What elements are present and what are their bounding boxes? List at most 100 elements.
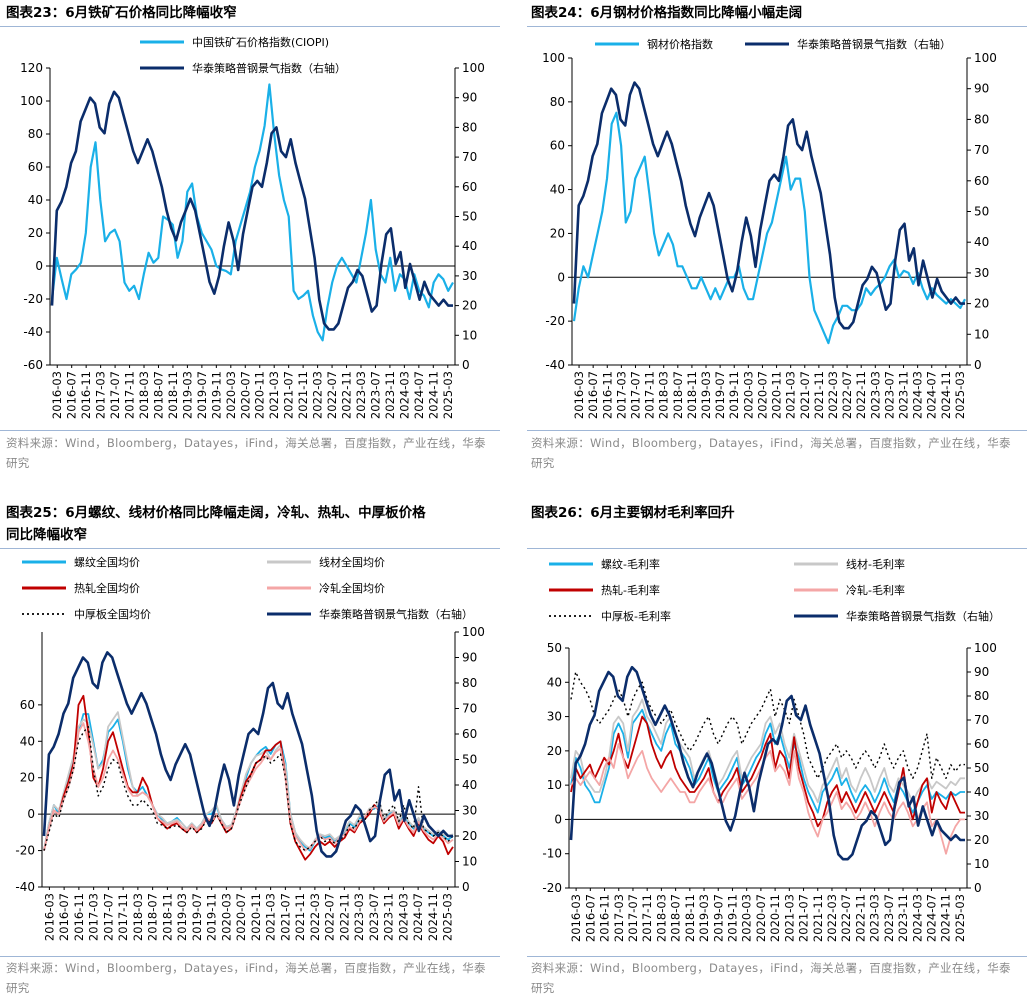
chart-panel-24: 图表24：6月钢材价格指数同比降幅小幅走阔 钢材价格指数 华泰策略普钢景气指数（右… (527, 0, 1027, 490)
x-tick-label: 2021-07 (282, 371, 296, 419)
legend-label: 中厚板全国均价 (74, 607, 151, 621)
x-tick-label: 2016-07 (586, 371, 600, 419)
y-tick-label-right: 0 (462, 358, 470, 372)
series-line (569, 665, 965, 861)
x-tick-label: 2021-03 (264, 893, 278, 941)
chart-panel-25: 图表25：6月螺纹、线材价格同比降幅走阔，冷轧、热轧、中厚板价格 同比降幅收窄 … (0, 502, 500, 999)
y-tick-label-right: 80 (462, 120, 477, 134)
x-tick-label: 2021-07 (278, 893, 292, 941)
y-tick-label-right: 0 (462, 880, 470, 894)
y-tick-label-left: -20 (542, 881, 562, 895)
x-tick-label: 2022-11 (337, 893, 351, 941)
x-tick-label: 2022-03 (825, 894, 839, 942)
x-tick-label: 2018-07 (669, 894, 683, 942)
chart-title: 图表23：6月铁矿石价格同比降幅收窄 (6, 5, 237, 21)
y-tick-label-left: 40 (550, 183, 565, 197)
series-line (42, 651, 453, 858)
legend: 钢材价格指数 华泰策略普钢景气指数（右轴） (595, 37, 951, 51)
y-tick-label-left: 80 (28, 127, 43, 141)
x-tick-label: 2019-07 (711, 894, 725, 942)
y-tick-label-right: 10 (974, 327, 989, 341)
series-line (43, 694, 454, 861)
x-tick-label: 2019-07 (190, 893, 204, 941)
legend-label: 钢材价格指数 (647, 37, 713, 51)
x-tick-label: 2022-03 (826, 371, 840, 419)
legend-label: 中厚板-毛利率 (601, 609, 671, 623)
x-tick-label: 2020-11 (253, 371, 267, 419)
y-tick-label-right: 50 (462, 753, 477, 767)
title-divider (527, 26, 1027, 27)
legend-item: 华泰策略普钢景气指数（右轴） (745, 37, 951, 51)
y-tick-label-right: 50 (974, 205, 989, 219)
y-tick-label-right: 40 (974, 235, 989, 249)
y-tick-label-right: 20 (974, 297, 989, 311)
legend-item: 热轧-毛利率 (549, 583, 660, 597)
y-tick-label-left: 0 (557, 270, 565, 284)
x-tick-label: 2017-11 (123, 371, 137, 419)
x-tick-label: 2025-03 (953, 894, 967, 942)
y-tick-label-right: 60 (462, 180, 477, 194)
legend-item: 华泰策略普钢景气指数（右轴） (794, 609, 1000, 623)
x-tick-label: 2018-03 (131, 893, 145, 941)
source-divider (0, 430, 500, 431)
y-tick-label-left: -40 (545, 358, 565, 372)
y-tick-label-left: -40 (23, 325, 43, 339)
x-tick-label: 2017-11 (640, 894, 654, 942)
series-line (43, 725, 454, 852)
x-tick-label: 2019-03 (699, 371, 713, 419)
legend-label: 华泰策略普钢景气指数（右轴） (797, 37, 951, 51)
y-tick-label-right: 50 (462, 210, 477, 224)
x-tick-label: 2017-07 (108, 371, 122, 419)
x-tick-label: 2018-07 (146, 893, 160, 941)
y-tick-label-left: 60 (20, 698, 35, 712)
x-tick-label: 2016-11 (600, 371, 614, 419)
x-tick-label: 2021-11 (812, 371, 826, 419)
source-note: 资料来源：Wind，Bloomberg，Datayes，iFind，海关总署，百… (6, 436, 486, 470)
x-tick-label: 2018-07 (671, 371, 685, 419)
x-tick-label: 2024-07 (925, 371, 939, 419)
legend-item: 螺纹-毛利率 (549, 557, 660, 571)
source-divider (527, 956, 1027, 957)
x-tick-label: 2018-03 (137, 371, 151, 419)
legend-item: 冷轧-毛利率 (794, 583, 905, 597)
chart-svg: 钢材价格指数 华泰策略普钢景气指数（右轴） -40 -20 0 20 40 60 80 100 0 1… (542, 37, 997, 419)
chart-title-line-2: 同比降幅收窄 (6, 527, 87, 543)
x-tick-label: 2021-07 (798, 371, 812, 419)
y-tick-label-right: 70 (974, 143, 989, 157)
y-tick-label-right: 50 (974, 761, 989, 775)
x-tick-label: 2017-11 (643, 371, 657, 419)
y-tick-label-left: 20 (28, 226, 43, 240)
x-tick-label: 2019-03 (175, 893, 189, 941)
x-tick-label: 2016-07 (57, 893, 71, 941)
y-tick-label-left: 0 (27, 807, 35, 821)
y-tick-label-left: 40 (547, 675, 562, 689)
series-line (50, 83, 454, 342)
x-tick-label: 2022-07 (323, 893, 337, 941)
x-tick-label: 2018-11 (685, 371, 699, 419)
x-tick-label: 2025-03 (441, 371, 455, 419)
x-tick-label: 2018-07 (151, 371, 165, 419)
y-tick-label-left: -60 (23, 358, 43, 372)
y-tick-label-right: 90 (974, 665, 989, 679)
x-tick-label: 2022-11 (854, 371, 868, 419)
x-tick-label: 2016-03 (572, 371, 586, 419)
y-tick-label-right: 0 (974, 881, 982, 895)
x-tick-label: 2017-11 (116, 893, 130, 941)
x-tick-label: 2024-11 (426, 371, 440, 419)
y-tick-label-right: 70 (462, 150, 477, 164)
x-tick-label: 2019-07 (195, 371, 209, 419)
legend-label: 华泰策略普钢景气指数（右轴） (319, 607, 473, 621)
y-tick-label-right: 30 (462, 804, 477, 818)
x-tick-label: 2020-07 (754, 894, 768, 942)
y-tick-label-right: 20 (462, 299, 477, 313)
chart-panel-26: 图表26：6月主要钢材毛利率回升 螺纹-毛利率 线材-毛利率 热轧-毛利率 冷轧-毛利… (527, 502, 1027, 999)
x-tick-label: 2024-11 (939, 894, 953, 942)
y-tick-label-left: -20 (15, 844, 35, 858)
legend-item: 中厚板全国均价 (22, 607, 151, 621)
x-tick-label: 2017-07 (101, 893, 115, 941)
y-tick-label-right: 40 (462, 778, 477, 792)
x-tick-label: 2016-11 (79, 371, 93, 419)
x-tick-label: 2018-11 (683, 894, 697, 942)
legend-item: 中厚板-毛利率 (549, 609, 671, 623)
